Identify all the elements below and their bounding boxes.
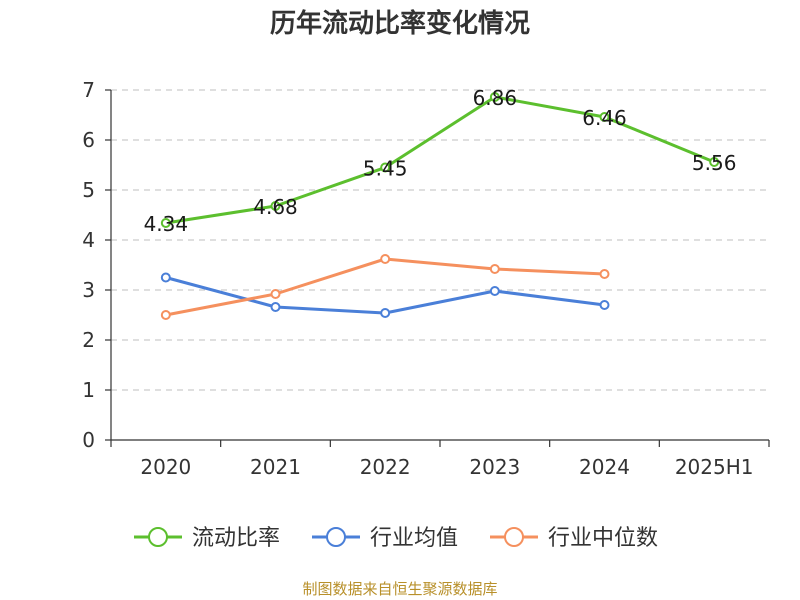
legend: 流动比率 行业均值 行业中位数 [134,526,658,551]
data-point [270,289,281,299]
x-tick-label: 2025H1 [675,455,754,479]
series-0 [160,92,720,228]
axes: 0 1 2 3 4 5 6 7 2020 2021 2022 2023 2024 2025H1 [82,78,770,479]
x-tick-label: 2022 [360,455,411,479]
x-tick-label: 2020 [140,455,191,479]
x-tick-label: 2021 [250,455,301,479]
y-tick-label: 6 [82,128,95,152]
y-tick-label: 0 [82,428,95,452]
x-tick-label: 2024 [579,455,630,479]
data-label: 4.34 [144,212,189,236]
data-labels: 4.34 4.68 5.45 6.86 6.46 5.56 [144,86,737,236]
data-point [270,302,281,312]
legend-label: 行业均值 [370,526,458,551]
grid [111,89,769,391]
data-point [709,157,720,167]
legend-swatch-marker [326,527,346,547]
series-1 [160,272,610,318]
data-point [380,162,391,173]
data-label: 6.86 [473,86,518,110]
data-point [160,218,171,228]
data-point [380,254,391,264]
data-point [599,112,610,122]
legend-swatch-marker [504,527,524,547]
y-tick-label: 3 [82,278,95,302]
source-note: 制图数据来自恒生聚源数据库 [302,580,497,598]
data-point [489,92,500,102]
legend-item-0: 流动比率 [134,526,280,551]
series-line [165,276,605,315]
y-tick-label: 5 [82,178,95,202]
data-point [160,310,171,320]
legend-item-2: 行业中位数 [490,526,658,551]
data-point [380,308,391,318]
legend-label: 行业中位数 [548,526,658,551]
legend-swatch-marker [148,527,168,547]
data-point [489,264,500,274]
legend-label: 流动比率 [192,526,280,551]
y-tick-label: 4 [82,228,95,252]
series-layer [160,92,720,320]
data-label: 4.68 [253,195,298,219]
series-line [165,95,715,225]
y-tick-label: 7 [82,78,95,102]
chart-title: 历年流动比率变化情况 [270,8,530,39]
data-label: 5.56 [692,151,737,175]
data-point [489,286,500,296]
data-point [599,300,610,310]
y-tick-label: 2 [82,328,95,352]
data-label: 5.45 [363,157,408,181]
data-point [599,269,610,279]
x-tick-label: 2023 [469,455,520,479]
y-tick-label: 1 [82,378,95,402]
legend-item-1: 行业均值 [312,526,458,551]
data-point [160,272,171,283]
data-label: 6.46 [582,106,627,130]
data-point [270,201,281,211]
series-2 [160,254,610,320]
series-line [165,257,605,317]
